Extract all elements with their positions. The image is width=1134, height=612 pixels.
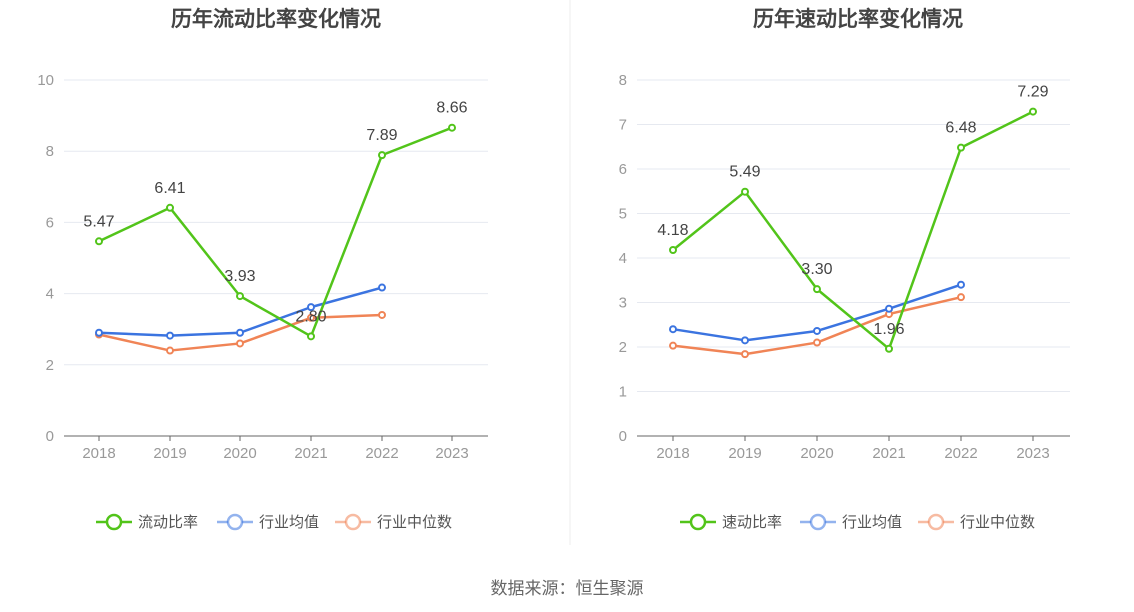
y-tick-label: 6 bbox=[46, 214, 54, 231]
data-point[interactable] bbox=[166, 346, 174, 355]
data-label: 5.47 bbox=[83, 213, 114, 230]
data-label: 6.48 bbox=[945, 120, 976, 137]
data-point[interactable] bbox=[448, 123, 456, 132]
data-point[interactable] bbox=[957, 280, 965, 289]
data-label: 3.30 bbox=[801, 261, 832, 278]
legend-item-2[interactable]: 行业均值 bbox=[217, 513, 319, 531]
chart-title: 历年流动比率变化情况 bbox=[171, 7, 381, 31]
legend-item-3[interactable]: 行业中位数 bbox=[918, 513, 1035, 531]
data-point[interactable] bbox=[166, 331, 174, 340]
y-tick-label: 4 bbox=[46, 286, 54, 303]
data-point[interactable] bbox=[885, 304, 893, 313]
y-tick-label: 8 bbox=[619, 72, 627, 89]
data-point[interactable] bbox=[378, 151, 386, 160]
legend-label: 行业中位数 bbox=[377, 514, 452, 531]
legend-marker bbox=[226, 513, 244, 531]
y-tick-label: 5 bbox=[619, 206, 627, 223]
data-label: 7.29 bbox=[1017, 84, 1048, 101]
x-tick-label: 2023 bbox=[1016, 445, 1049, 462]
data-point[interactable] bbox=[741, 350, 749, 359]
legend-label: 行业均值 bbox=[259, 514, 319, 531]
data-point[interactable] bbox=[669, 325, 677, 334]
data-point[interactable] bbox=[741, 187, 749, 196]
data-label: 6.41 bbox=[154, 180, 185, 197]
x-tick-label: 2023 bbox=[435, 445, 468, 462]
y-tick-label: 6 bbox=[619, 161, 627, 178]
data-point[interactable] bbox=[813, 338, 821, 347]
x-tick-label: 2022 bbox=[944, 445, 977, 462]
data-point[interactable] bbox=[813, 326, 821, 335]
data-point[interactable] bbox=[378, 310, 386, 319]
data-label: 1.96 bbox=[873, 321, 904, 338]
x-tick-label: 2020 bbox=[223, 445, 256, 462]
y-tick-label: 0 bbox=[46, 428, 54, 445]
data-point[interactable] bbox=[378, 283, 386, 292]
legend-marker bbox=[927, 513, 945, 531]
data-point[interactable] bbox=[669, 245, 677, 254]
y-tick-label: 1 bbox=[619, 384, 627, 401]
data-label: 5.49 bbox=[729, 164, 760, 181]
data-point[interactable] bbox=[669, 341, 677, 350]
x-tick-label: 2018 bbox=[656, 445, 689, 462]
y-tick-label: 2 bbox=[46, 357, 54, 374]
legend-item-2[interactable]: 行业均值 bbox=[800, 513, 902, 531]
x-tick-label: 2021 bbox=[872, 445, 905, 462]
data-point[interactable] bbox=[307, 303, 315, 312]
chart-panel-1: 历年流动比率变化情况 0 2 4 6 8 10 2018 2019 2020 2021 2022 202… bbox=[37, 7, 488, 531]
legend-label: 行业均值 bbox=[842, 514, 902, 531]
data-point[interactable] bbox=[741, 336, 749, 345]
y-tick-label: 2 bbox=[619, 339, 627, 356]
data-label: 4.18 bbox=[657, 222, 688, 239]
legend-label: 流动比率 bbox=[138, 514, 198, 531]
x-tick-label: 2019 bbox=[153, 445, 186, 462]
legend-item-1[interactable]: 速动比率 bbox=[680, 513, 782, 531]
data-point[interactable] bbox=[885, 344, 893, 353]
legend-marker bbox=[105, 513, 123, 531]
x-tick-label: 2022 bbox=[365, 445, 398, 462]
chart-panel-2: 历年速动比率变化情况 0 1 2 3 4 5 6 7 8 2018 2019 2020 2021 2022 2… bbox=[619, 7, 1070, 531]
y-tick-label: 4 bbox=[619, 250, 627, 267]
legend-marker bbox=[809, 513, 827, 531]
data-point[interactable] bbox=[1029, 107, 1037, 116]
data-point[interactable] bbox=[95, 328, 103, 337]
y-tick-label: 8 bbox=[46, 143, 54, 160]
x-tick-label: 2018 bbox=[82, 445, 115, 462]
chart-title: 历年速动比率变化情况 bbox=[753, 7, 963, 31]
data-point[interactable] bbox=[957, 293, 965, 302]
data-point[interactable] bbox=[95, 237, 103, 246]
data-point[interactable] bbox=[236, 339, 244, 348]
y-tick-label: 7 bbox=[619, 117, 627, 134]
y-tick-label: 3 bbox=[619, 295, 627, 312]
series-line-1 bbox=[672, 110, 1034, 351]
data-point[interactable] bbox=[957, 143, 965, 152]
data-source: 数据来源：恒生聚源 bbox=[490, 579, 644, 599]
data-point[interactable] bbox=[236, 328, 244, 337]
data-label: 2.80 bbox=[295, 308, 326, 325]
data-point[interactable] bbox=[166, 203, 174, 212]
legend-marker bbox=[689, 513, 707, 531]
y-tick-label: 0 bbox=[619, 428, 627, 445]
legend-item-1[interactable]: 流动比率 bbox=[96, 513, 198, 531]
series-line-1 bbox=[98, 126, 453, 338]
legend-item-3[interactable]: 行业中位数 bbox=[335, 513, 452, 531]
legend-label: 行业中位数 bbox=[960, 514, 1035, 531]
x-tick-label: 2020 bbox=[800, 445, 833, 462]
legend-marker bbox=[344, 513, 362, 531]
data-label: 7.89 bbox=[366, 127, 397, 144]
data-point[interactable] bbox=[307, 313, 315, 322]
data-point[interactable] bbox=[236, 292, 244, 301]
data-point[interactable] bbox=[813, 285, 821, 294]
x-tick-label: 2021 bbox=[294, 445, 327, 462]
x-tick-label: 2019 bbox=[728, 445, 761, 462]
data-label: 8.66 bbox=[436, 100, 467, 117]
legend-label: 速动比率 bbox=[722, 514, 782, 531]
data-label: 3.93 bbox=[224, 268, 255, 285]
y-tick-label: 10 bbox=[37, 72, 54, 89]
data-point[interactable] bbox=[307, 332, 315, 341]
